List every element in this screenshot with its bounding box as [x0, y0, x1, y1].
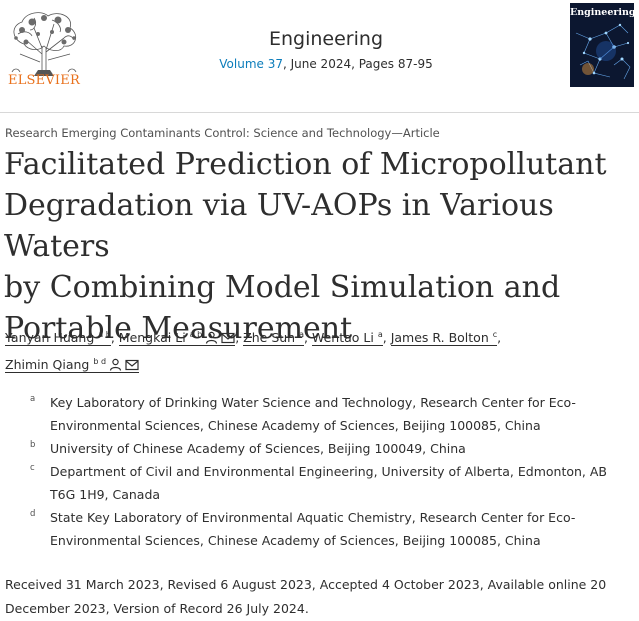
affiliation-marker: a b [98, 330, 111, 339]
title-line: Portable Measurement [4, 311, 353, 346]
author-list: Yanyan Huang a b, Mengkai Li a b, Zhe Su… [5, 323, 635, 377]
journal-cover-thumbnail[interactable]: Engineering [570, 3, 634, 87]
journal-title[interactable]: Engineering [269, 28, 383, 50]
author-separator: , [304, 330, 308, 345]
affiliation-marker: a [299, 330, 304, 339]
affiliation-list: a Key Laboratory of Drinking Water Scienc… [30, 391, 630, 552]
header-divider [0, 112, 639, 113]
article-title: Facilitated Prediction of Micropollutant… [4, 144, 634, 349]
author-link[interactable]: James R. Bolton c [390, 330, 498, 346]
author-name: James R. Bolton [390, 330, 489, 345]
author-entry: James R. Bolton c, [390, 323, 502, 350]
journal-header: ELSEVIER Engineering Volume 37, June 202… [0, 0, 639, 113]
volume-link[interactable]: Volume 37 [219, 57, 283, 71]
author-link[interactable]: Mengkai Li a b [118, 330, 236, 346]
cover-title: Engineering [570, 7, 634, 18]
affiliation-item: b University of Chinese Academy of Scienc… [30, 437, 630, 460]
author-entry: Mengkai Li a b, [118, 323, 240, 350]
author-entry: Zhimin Qiang b d [5, 350, 140, 377]
article-section-label: Research Emerging Contaminants Control: … [5, 126, 440, 140]
author-separator: , [382, 330, 387, 345]
author-name: Zhimin Qiang [5, 357, 90, 372]
affiliation-text: University of Chinese Academy of Science… [50, 441, 466, 456]
author-entry: Yanyan Huang a b, [5, 323, 115, 350]
title-line: by Combining Model Simulation and [4, 270, 561, 305]
issue-date-pages: , June 2024, Pages 87-95 [282, 57, 433, 71]
envelope-icon [221, 332, 235, 344]
affiliation-text: State Key Laboratory of Environmental Aq… [50, 510, 576, 548]
author-separator: , [235, 330, 240, 345]
affiliation-label: d [30, 509, 36, 519]
title-line: Degradation via UV-AOPs in Various Water… [4, 188, 554, 264]
elsevier-tree-logo[interactable] [4, 2, 84, 90]
author-link[interactable]: Zhe Sun a [243, 330, 304, 346]
person-icon [109, 358, 122, 371]
issue-info: Volume 37, June 2024, Pages 87-95 [196, 57, 456, 71]
affiliation-text: Department of Civil and Environmental En… [50, 464, 607, 502]
article-history: Received 31 March 2023, Revised 6 August… [5, 577, 607, 616]
author-name: Mengkai Li [118, 330, 186, 345]
person-icon [206, 331, 218, 344]
author-name: Zhe Sun [243, 330, 296, 345]
publisher-wordmark: ELSEVIER [8, 73, 80, 88]
affiliation-marker: c [492, 330, 498, 339]
affiliation-item: a Key Laboratory of Drinking Water Scienc… [30, 391, 630, 437]
affiliation-marker: a b [189, 330, 203, 339]
author-separator: , [110, 330, 115, 345]
author-name: Yanyan Huang [5, 330, 95, 345]
affiliation-marker: a [377, 330, 383, 339]
author-link[interactable]: Zhimin Qiang b d [5, 357, 140, 373]
affiliation-item: d State Key Laboratory of Environmental A… [30, 506, 630, 552]
title-line: Facilitated Prediction of Micropollutant [4, 147, 607, 182]
author-link[interactable]: Wentao Li a [311, 330, 383, 346]
author-name: Wentao Li [311, 330, 374, 345]
author-entry: Wentao Li a, [311, 323, 387, 350]
author-entry: Zhe Sun a, [243, 323, 308, 350]
affiliation-label: b [30, 440, 36, 450]
affiliation-item: c Department of Civil and Environmental E… [30, 460, 630, 506]
author-link[interactable]: Yanyan Huang a b [5, 330, 111, 346]
affiliation-marker: b d [93, 357, 107, 366]
envelope-icon [125, 359, 139, 371]
author-separator: , [497, 330, 502, 345]
affiliation-text: Key Laboratory of Drinking Water Science… [50, 395, 576, 433]
cover-artwork [575, 23, 631, 80]
affiliation-label: a [30, 394, 36, 404]
affiliation-label: c [30, 463, 35, 473]
